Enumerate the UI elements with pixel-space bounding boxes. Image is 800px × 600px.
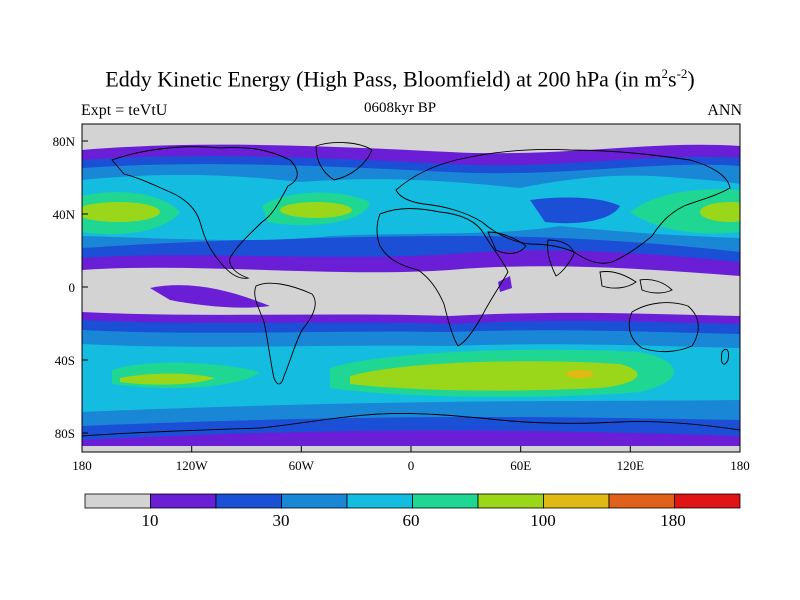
x-tick-label: 0 bbox=[408, 458, 415, 473]
nh-blue-asia bbox=[530, 197, 620, 224]
colorbar-swatch bbox=[150, 493, 217, 509]
nh-lime-atlantic bbox=[280, 202, 352, 218]
x-tick-label: 180 bbox=[730, 458, 750, 473]
coast-se-asia-islands bbox=[599, 271, 673, 294]
x-tick-label: 60E bbox=[510, 458, 531, 473]
y-tick-label: 80S bbox=[55, 426, 75, 441]
experiment-label: Expt = teVtU bbox=[81, 102, 168, 119]
colorbar bbox=[84, 493, 741, 509]
colorbar-swatch bbox=[84, 493, 151, 509]
y-tick-label: 40N bbox=[53, 207, 76, 222]
y-tick-label: 0 bbox=[69, 280, 76, 295]
map-ticks bbox=[81, 140, 741, 452]
nh-lime-pacific-w bbox=[82, 202, 160, 222]
colorbar-swatch bbox=[346, 493, 413, 509]
chart-title: Eddy Kinetic Energy (High Pass, Bloomfie… bbox=[105, 66, 695, 92]
colorbar-swatch bbox=[215, 493, 282, 509]
eq-purple-tongue bbox=[150, 285, 270, 308]
coast-greenland bbox=[315, 142, 373, 181]
season-label: ANN bbox=[707, 102, 742, 119]
colorbar-label: 10 bbox=[142, 511, 159, 530]
colorbar-label: 180 bbox=[660, 511, 686, 530]
sh-lime-pacific bbox=[120, 373, 215, 385]
coastlines bbox=[82, 142, 740, 437]
nh-band-60 bbox=[82, 174, 740, 241]
coast-africa bbox=[376, 208, 509, 347]
y-tick-label: 40S bbox=[55, 353, 75, 368]
colorbar-swatch bbox=[477, 493, 544, 509]
sh-orange-core bbox=[566, 370, 594, 378]
map-field bbox=[82, 124, 740, 452]
colorbar-swatch bbox=[608, 493, 675, 509]
chart-subtitle: 0608kyr BP bbox=[363, 100, 437, 116]
coast-india bbox=[547, 239, 575, 277]
coast-arabia bbox=[487, 231, 527, 254]
colorbar-label: 100 bbox=[530, 511, 556, 530]
x-tick-label: 60W bbox=[289, 458, 315, 473]
colorbar-swatch bbox=[543, 493, 610, 509]
x-tick-label: 120E bbox=[617, 458, 645, 473]
x-tick-label: 120W bbox=[176, 458, 209, 473]
coast-antarctica bbox=[82, 413, 740, 437]
colorbar-label: 60 bbox=[403, 511, 420, 530]
nh-teal-pacific-e bbox=[630, 189, 740, 234]
coast-new-zealand bbox=[721, 348, 729, 365]
coast-north-america bbox=[111, 146, 298, 279]
coast-south-america bbox=[254, 282, 316, 385]
colorbar-swatch bbox=[412, 493, 479, 509]
colorbar-swatch bbox=[281, 493, 348, 509]
y-tick-label: 80N bbox=[53, 134, 76, 149]
nh-lime-pacific-e bbox=[700, 202, 740, 222]
coast-europe-asia bbox=[395, 149, 731, 264]
x-tick-label: 180 bbox=[72, 458, 92, 473]
colorbar-label: 30 bbox=[273, 511, 290, 530]
coast-australia bbox=[628, 302, 699, 353]
colorbar-swatch bbox=[674, 493, 741, 509]
eq-purple-africa bbox=[498, 276, 512, 292]
sh-lime-indian bbox=[350, 361, 638, 391]
